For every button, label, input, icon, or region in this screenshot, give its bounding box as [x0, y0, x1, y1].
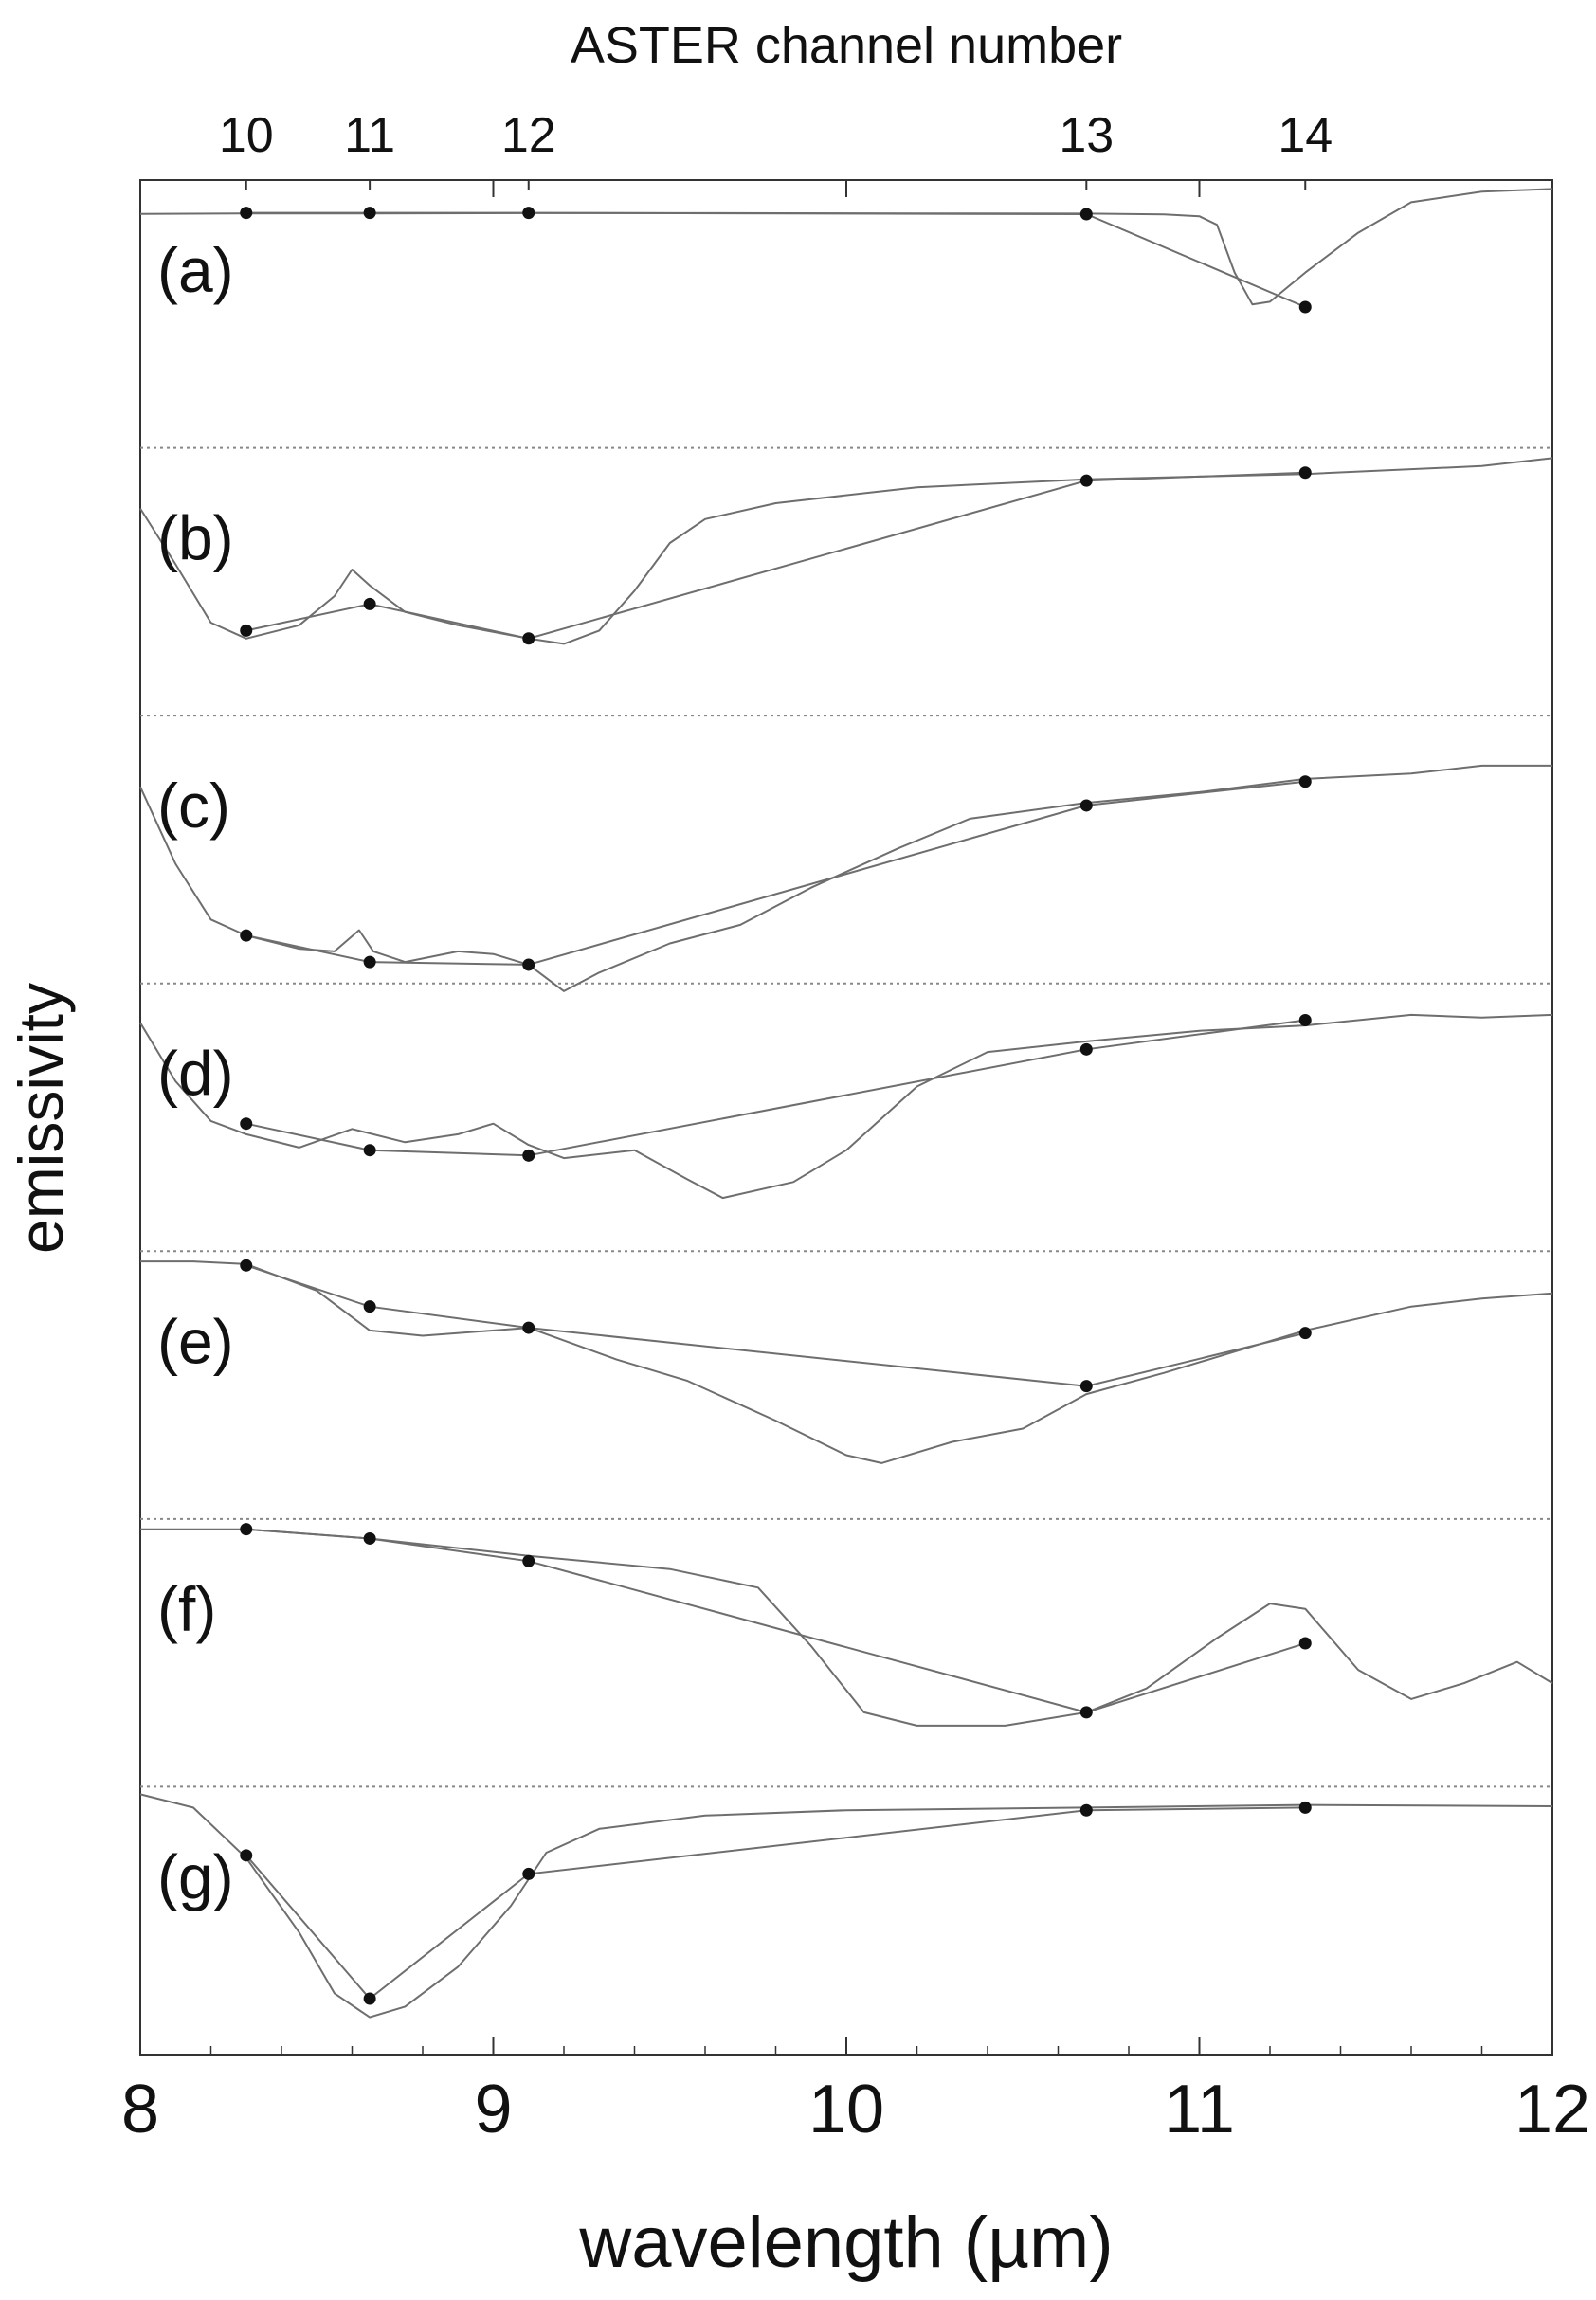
channel-point: [522, 632, 535, 645]
channel-point: [240, 929, 253, 942]
panel-b: (b): [139, 457, 1553, 645]
channel-line: [245, 1264, 1306, 1387]
channel-point: [363, 1144, 376, 1157]
channel-point: [363, 955, 376, 969]
panel-g: (g): [139, 1793, 1553, 2019]
panel-f: (f): [140, 1523, 1553, 1727]
panel-a: (a): [139, 188, 1553, 314]
axis-ticks: [139, 180, 1553, 2055]
panel-label: (e): [157, 1306, 234, 1376]
spectrum-line: [139, 457, 1553, 645]
panel-label: (a): [157, 235, 234, 305]
channel-point: [240, 1849, 253, 1862]
channel-point: [522, 1867, 535, 1880]
channel-line: [245, 1528, 1306, 1713]
channel-point: [1298, 1801, 1312, 1814]
channel-point: [363, 1992, 376, 2005]
x-tick-label: 10: [808, 2072, 884, 2147]
channel-point: [1298, 300, 1312, 314]
channel-point: [522, 958, 535, 971]
channel-line: [245, 471, 1306, 640]
panel-label: (b): [157, 503, 234, 573]
channel-point: [1298, 466, 1312, 480]
spectrum-line: [139, 1013, 1553, 1200]
spectrum-line: [140, 1528, 1553, 1727]
channel-point: [522, 1554, 535, 1567]
panels: (a) (b) (c) (d) (e) (f) (g): [139, 188, 1553, 2019]
channel-point: [240, 624, 253, 637]
y-axis-label: emissivity: [6, 983, 76, 1254]
channel-point: [1079, 1803, 1093, 1817]
spectrum-line: [139, 188, 1553, 306]
panel-label: (f): [157, 1574, 216, 1644]
panel-label: (g): [157, 1841, 234, 1911]
channel-point: [363, 1300, 376, 1313]
top-axis-label: ASTER channel number: [571, 17, 1122, 74]
x-tick-labels: 8 9 10 11 12: [121, 2072, 1590, 2147]
channel-point: [1298, 1327, 1312, 1340]
channel-point: [1079, 474, 1093, 487]
channel-label: 12: [501, 108, 556, 163]
channel-point: [240, 1523, 253, 1536]
channel-line: [245, 1806, 1306, 2001]
channel-label: 11: [344, 108, 395, 163]
channel-point: [522, 1149, 535, 1162]
channel-line: [245, 211, 1306, 308]
channel-point: [363, 597, 376, 610]
channel-point: [522, 1321, 535, 1334]
channel-point: [1298, 1637, 1312, 1650]
panel-e: (e): [140, 1259, 1553, 1464]
channel-point: [1079, 1706, 1093, 1719]
x-tick-label: 12: [1514, 2072, 1590, 2147]
spectrum-line: [139, 1793, 1553, 2019]
x-tick-label: 9: [474, 2072, 512, 2147]
x-tick-label: 11: [1164, 2072, 1235, 2147]
channel-point: [240, 1117, 253, 1131]
channel-point: [1298, 775, 1312, 788]
panel-label: (d): [157, 1039, 234, 1109]
channel-point: [363, 1531, 376, 1545]
channel-label: 14: [1278, 108, 1333, 163]
channel-point: [522, 207, 535, 220]
panel-label: (c): [157, 770, 230, 841]
channel-point: [240, 207, 253, 220]
channel-point: [1079, 799, 1093, 812]
panel-c: (c): [139, 764, 1552, 992]
panel-d: (d): [139, 1013, 1553, 1200]
channel-line: [245, 780, 1306, 966]
channel-point: [363, 207, 376, 220]
plot-frame: [139, 179, 1553, 2056]
panel-separators: [140, 446, 1552, 1788]
x-tick-label: 8: [121, 2072, 159, 2147]
channel-point: [240, 1259, 253, 1272]
channel-line: [245, 1019, 1306, 1157]
x-axis-label: wavelength (µm): [578, 2202, 1113, 2283]
channel-label: 13: [1059, 108, 1114, 163]
channel-labels: 10 11 12 13 14: [219, 108, 1333, 163]
channel-label: 10: [219, 108, 274, 163]
channel-point: [1079, 1380, 1093, 1393]
channel-point: [1079, 208, 1093, 221]
channel-point: [1298, 1014, 1312, 1027]
channel-point: [1079, 1042, 1093, 1056]
spectrum-line: [140, 1260, 1553, 1464]
